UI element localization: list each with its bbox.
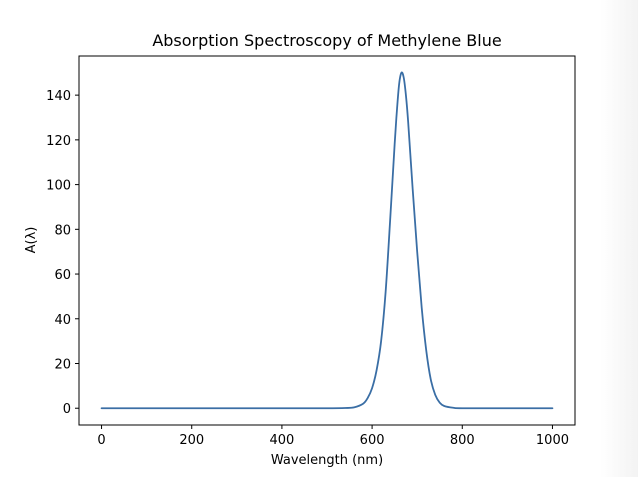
plot-area [78, 55, 576, 426]
x-tick-label: 600 [360, 433, 385, 448]
y-tick-label: 60 [54, 268, 71, 283]
y-tick-label: 0 [63, 402, 71, 417]
y-axis-ticks: 0 20 40 60 80 100 120 140 [46, 89, 79, 417]
y-tick-label: 80 [54, 223, 71, 238]
series-line [100, 71, 554, 410]
y-tick-label: 40 [54, 313, 71, 328]
y-tick-label: 20 [54, 358, 71, 373]
x-axis-ticks: 0 200 400 600 800 1000 [97, 425, 569, 448]
x-axis-label: Wavelength (nm) [271, 453, 383, 468]
y-tick-label: 120 [46, 134, 71, 149]
x-tick-label: 0 [97, 433, 105, 448]
x-tick-label: 400 [269, 433, 294, 448]
y-axis-label: A(λ) [24, 227, 39, 254]
x-tick-label: 1000 [536, 433, 569, 448]
y-tick-label: 100 [46, 179, 71, 194]
chart-title: Absorption Spectroscopy of Methylene Blu… [152, 31, 501, 50]
x-tick-label: 800 [450, 433, 475, 448]
y-tick-label: 140 [46, 89, 71, 104]
x-tick-label: 200 [179, 433, 204, 448]
series-layer [100, 71, 554, 410]
